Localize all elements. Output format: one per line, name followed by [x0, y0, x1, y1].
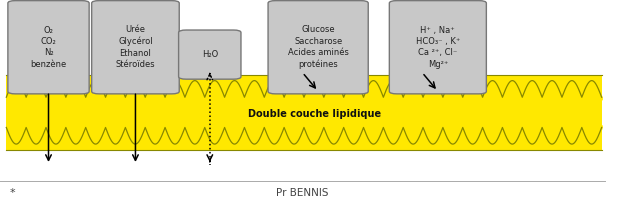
Bar: [6, 75, 602, 150]
FancyBboxPatch shape: [389, 1, 486, 94]
Text: O₂
CO₂
N₂
benzène: O₂ CO₂ N₂ benzène: [30, 26, 67, 69]
Text: H₂O: H₂O: [202, 50, 218, 59]
FancyBboxPatch shape: [8, 1, 89, 94]
FancyBboxPatch shape: [179, 30, 241, 79]
Text: Glucose
Saccharose
Acides aminés
protéines: Glucose Saccharose Acides aminés protéin…: [288, 25, 348, 69]
Text: Double couche lipidique: Double couche lipidique: [248, 109, 382, 119]
Text: *: *: [9, 188, 15, 198]
Text: Pr BENNIS: Pr BENNIS: [276, 188, 329, 198]
FancyBboxPatch shape: [92, 1, 179, 94]
Text: Urée
Glycérol
Ethanol
Stéroïdes: Urée Glycérol Ethanol Stéroïdes: [116, 25, 155, 69]
FancyBboxPatch shape: [268, 1, 368, 94]
Text: H⁺ , Na⁺
HCO₃⁻ , K⁺
Ca ²⁺, Cl⁻
Mg²⁺: H⁺ , Na⁺ HCO₃⁻ , K⁺ Ca ²⁺, Cl⁻ Mg²⁺: [416, 26, 460, 69]
